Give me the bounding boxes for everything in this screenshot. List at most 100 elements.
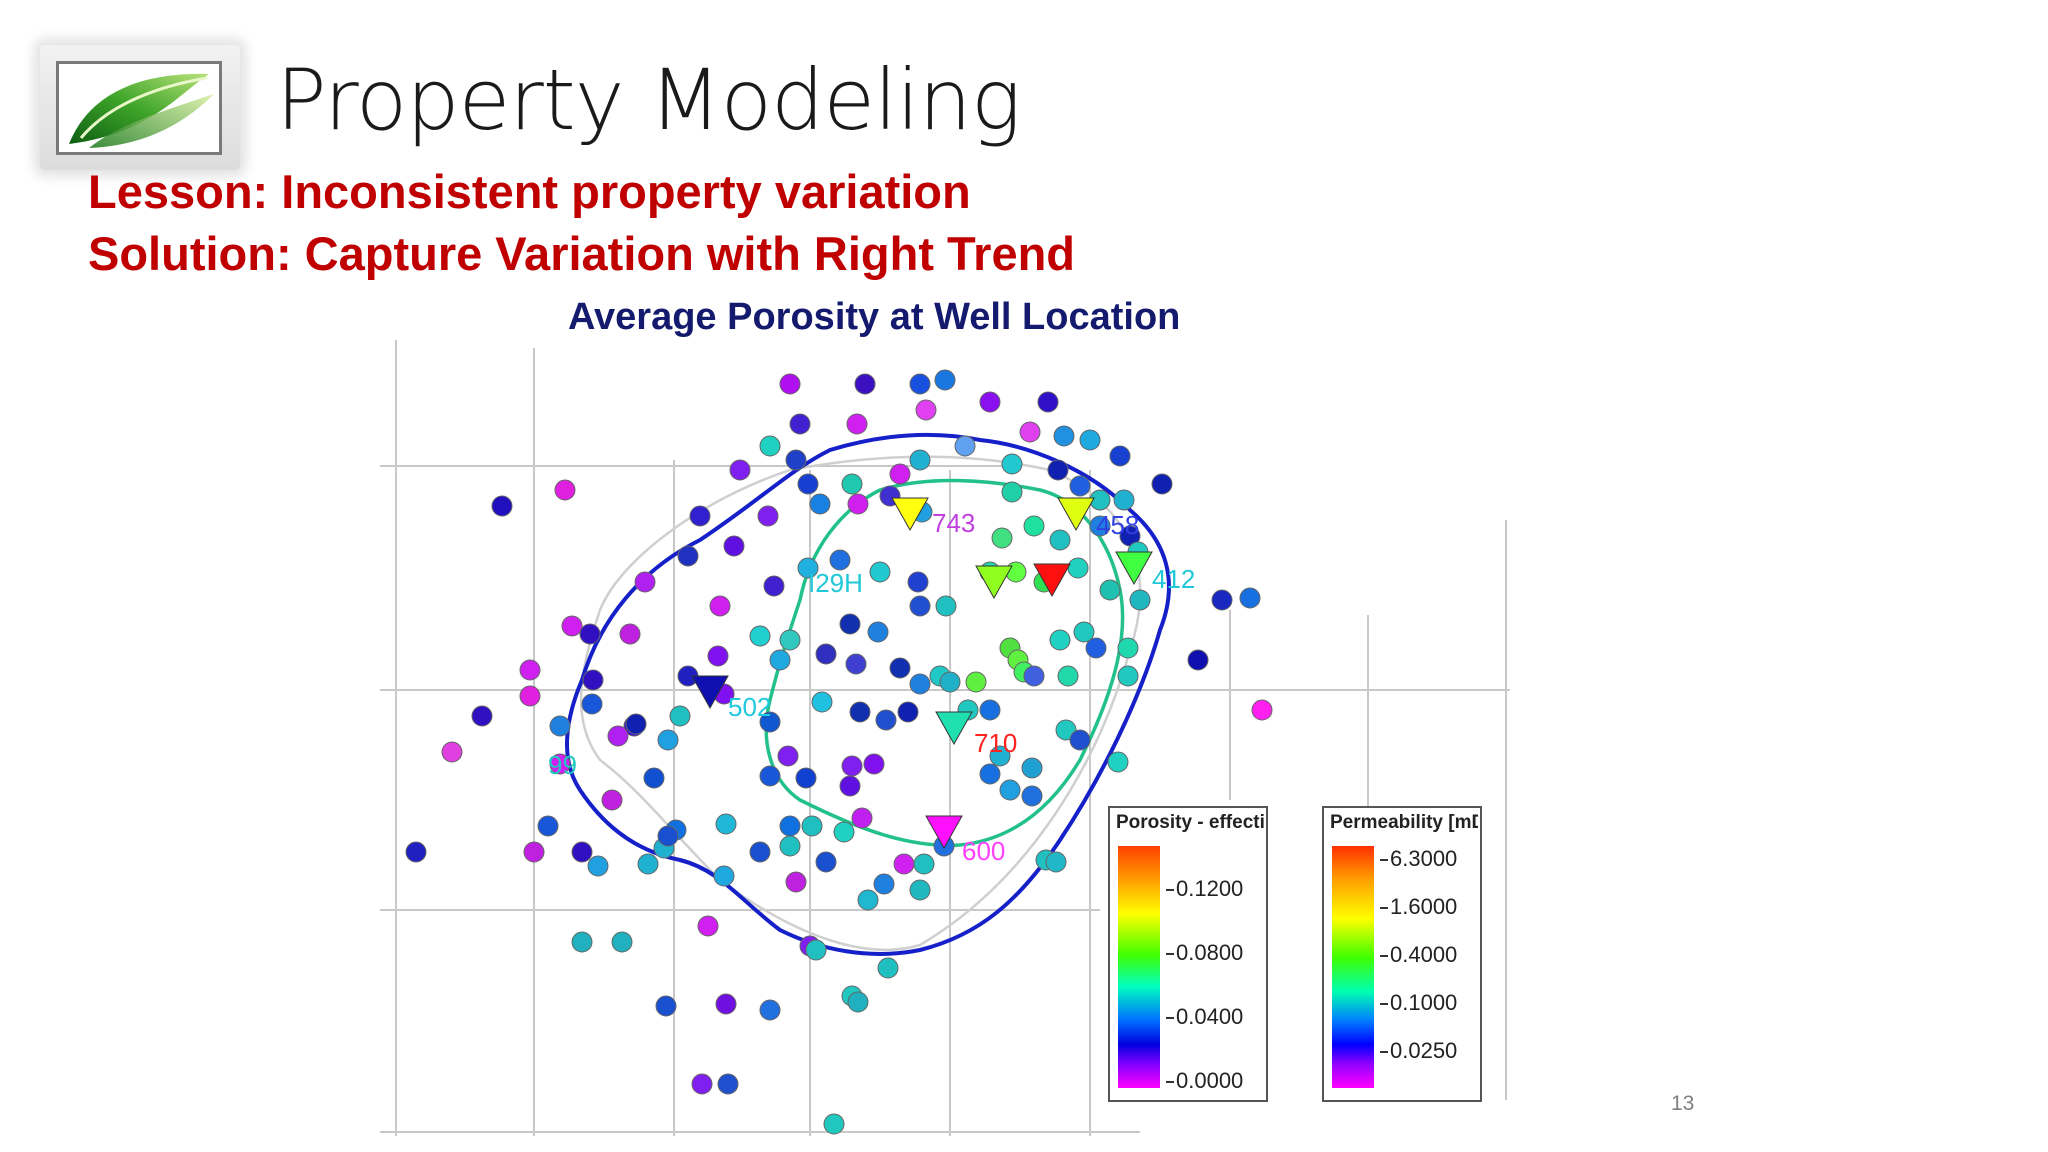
well-point [759, 435, 781, 457]
well-point [841, 755, 863, 777]
well-point [729, 459, 751, 481]
porosity-tick: 0.0000 [1165, 1068, 1244, 1093]
well-point [549, 753, 571, 775]
well-point [823, 1113, 845, 1135]
well-point [999, 779, 1021, 801]
well-point [625, 713, 647, 735]
well-triangle-marker [891, 497, 929, 532]
well-point [554, 479, 576, 501]
well-point [915, 399, 937, 421]
well-point [875, 709, 897, 731]
permeability-tick: 6.3000 [1379, 846, 1458, 871]
well-point [519, 659, 541, 681]
well-label: I29H [808, 568, 863, 598]
well-point [805, 939, 827, 961]
page-number: 13 [1671, 1092, 1695, 1115]
well-point [689, 505, 711, 527]
well-point [965, 671, 987, 693]
slide-title: Property Modeling [276, 51, 1021, 149]
well-point [759, 765, 781, 787]
well-point [643, 767, 665, 789]
well-point [897, 701, 919, 723]
well-point [1117, 665, 1139, 687]
well-point [785, 871, 807, 893]
well-point [893, 853, 915, 875]
well-point [634, 571, 656, 593]
well-triangles [691, 497, 1153, 850]
well-point [1239, 587, 1261, 609]
well-point [789, 413, 811, 435]
well-point [846, 413, 868, 435]
well-point [797, 473, 819, 495]
well-point [1069, 729, 1091, 751]
well-point [867, 621, 889, 643]
well-point [749, 625, 771, 647]
well-point [779, 835, 801, 857]
well-point [587, 855, 609, 877]
well-point [759, 711, 781, 733]
well-point [839, 775, 861, 797]
well-point [601, 789, 623, 811]
well-point [611, 931, 633, 953]
well-point [657, 825, 679, 847]
well-point [851, 807, 873, 829]
well-point [715, 813, 737, 835]
well-point [607, 725, 629, 747]
leaf-logo-icon [69, 73, 214, 148]
well-point [405, 841, 427, 863]
well-point [809, 493, 831, 515]
well-point [1021, 785, 1043, 807]
well-point [1047, 459, 1069, 481]
well-point [1129, 589, 1151, 611]
well-point [845, 653, 867, 675]
well-point [849, 701, 871, 723]
well-point [523, 841, 545, 863]
well-point [691, 1073, 713, 1095]
well-point [1057, 665, 1079, 687]
well-point [1053, 425, 1075, 447]
well-point [581, 693, 603, 715]
well-point [655, 995, 677, 1017]
well-points [405, 369, 1273, 1135]
well-point [1251, 699, 1273, 721]
well-point [1099, 579, 1121, 601]
well-point [723, 535, 745, 557]
well-label: 710 [974, 728, 1017, 758]
well-point [889, 657, 911, 679]
well-triangle-marker [691, 675, 729, 710]
well-point [909, 449, 931, 471]
well-point [989, 745, 1011, 767]
well-label: 412 [1152, 564, 1195, 594]
well-point [909, 879, 931, 901]
well-point [873, 873, 895, 895]
well-point [779, 815, 801, 837]
well-point [1067, 557, 1089, 579]
well-point [909, 595, 931, 617]
porosity-color-bar [1118, 846, 1160, 1088]
well-point [561, 615, 583, 637]
well-triangle-marker [1033, 563, 1071, 598]
well-point [579, 623, 601, 645]
inner-trend-contour [764, 478, 1125, 848]
well-point [1021, 757, 1043, 779]
well-point [935, 595, 957, 617]
well-point [697, 915, 719, 937]
well-point [839, 613, 861, 635]
well-point [815, 851, 837, 873]
well-point [913, 853, 935, 875]
well-point [749, 841, 771, 863]
well-point [991, 527, 1013, 549]
well-point [717, 1073, 739, 1095]
map-title: Average Porosity at Well Location [568, 296, 1181, 338]
well-triangle-marker [925, 815, 963, 850]
permeability-tick: 0.1000 [1379, 990, 1458, 1015]
well-point [779, 629, 801, 651]
well-point [779, 373, 801, 395]
well-triangle-marker [975, 565, 1013, 600]
lesson-text: Lesson: Inconsistent property variation [88, 165, 971, 218]
well-point [582, 669, 604, 691]
well-point [677, 545, 699, 567]
well-point [637, 853, 659, 875]
porosity-tick: 0.0800 [1165, 940, 1244, 965]
well-point [1151, 473, 1173, 495]
